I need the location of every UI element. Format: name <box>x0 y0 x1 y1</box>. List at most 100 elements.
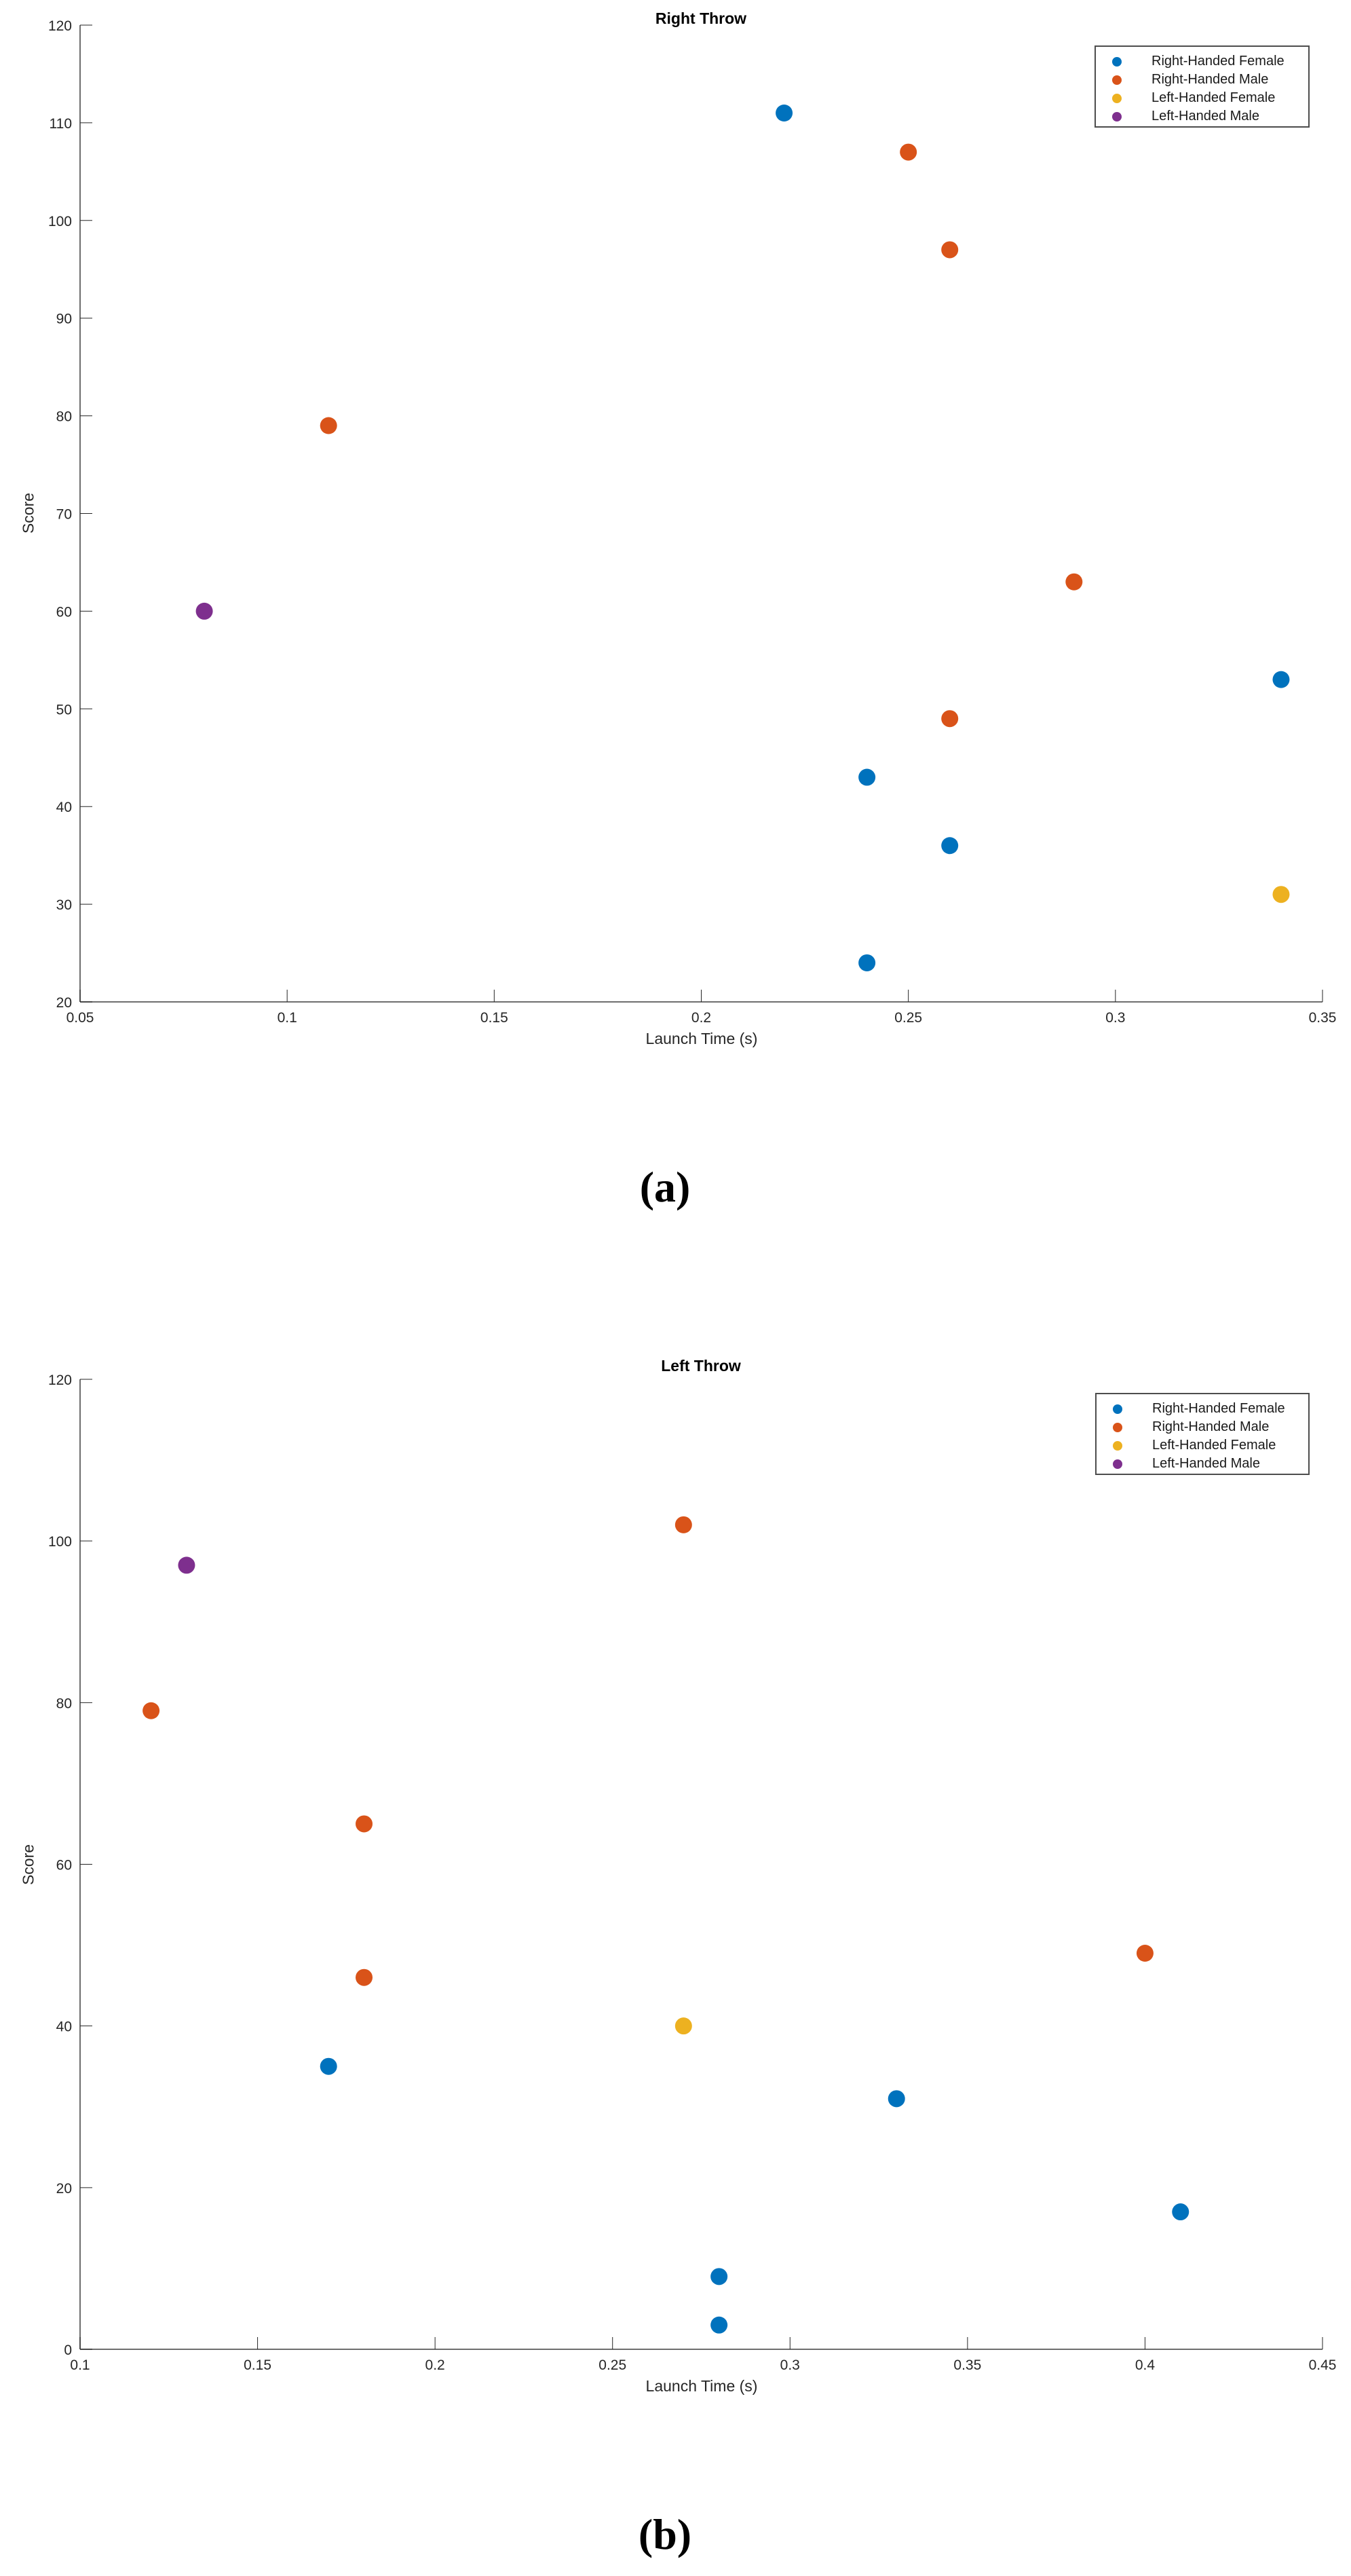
y-tick-label: 40 <box>56 800 72 815</box>
x-tick-label: 0.15 <box>244 2357 271 2373</box>
legend-label: Right-Handed Female <box>1152 54 1285 69</box>
legend-item: Left-Handed Male <box>1113 1455 1301 1473</box>
data-point <box>1272 886 1290 903</box>
x-tick-label: 0.05 <box>66 1010 94 1026</box>
y-tick-label: 90 <box>56 312 72 327</box>
data-point <box>195 602 213 620</box>
y-tick-label: 60 <box>56 604 72 620</box>
y-tick-label: 60 <box>56 1858 72 1873</box>
legend-label: Right-Handed Male <box>1152 1419 1270 1434</box>
y-tick-label: 30 <box>56 897 72 913</box>
x-axis-label: Launch Time (s) <box>645 2377 758 2395</box>
data-point <box>858 954 876 971</box>
data-point <box>858 768 876 786</box>
series-right-handed-female <box>320 2057 1190 2334</box>
y-tick-label: 120 <box>48 1373 72 1388</box>
x-tick-label: 0.1 <box>70 2357 90 2373</box>
x-tick-label: 0.3 <box>1105 1010 1125 1026</box>
x-tick-label: 0.2 <box>425 2357 445 2373</box>
panel-right-throw: Right Throw 20 30 40 50 60 70 80 90 100 110 120 0.0… <box>0 0 1351 1242</box>
data-point <box>888 2090 905 2108</box>
y-axis-label: Score <box>19 1844 37 1886</box>
data-point <box>1272 671 1290 688</box>
series-right-handed-male <box>142 1516 1154 1986</box>
x-tick-label: 0.2 <box>691 1010 711 1026</box>
data-point <box>178 1556 195 1574</box>
y-tick-label: 80 <box>56 1696 72 1711</box>
x-tick-label: 0.1 <box>278 1010 297 1026</box>
legend-item: Right-Handed Male <box>1113 1418 1301 1436</box>
legend-label: Left-Handed Female <box>1152 90 1276 105</box>
y-tick-label: 0 <box>64 2342 72 2358</box>
x-tick-label: 0.15 <box>480 1010 508 1026</box>
data-point <box>710 2316 728 2334</box>
y-tick-label: 120 <box>48 18 72 34</box>
data-point <box>776 105 793 122</box>
y-tick-label: 70 <box>56 507 72 523</box>
data-point <box>674 1516 692 1533</box>
data-point <box>900 143 917 161</box>
data-point <box>1172 2203 1190 2221</box>
legend-item: Left-Handed Female <box>1112 89 1301 107</box>
axes: 0 20 40 60 80 100 120 0.1 0.15 0.2 0.25 0.3 0.35 0.4 0… <box>48 1373 1336 2373</box>
circle-marker-icon <box>1113 1440 1122 1451</box>
y-tick-label: 80 <box>56 409 72 425</box>
data-point <box>710 2268 728 2285</box>
x-tick-label: 0.25 <box>598 2357 626 2373</box>
scatter-plot-left-throw: 0 20 40 60 80 100 120 0.1 0.15 0.2 0.25 0.3 0.35 0.4 0… <box>48 1373 1336 2373</box>
y-tick-label: 40 <box>56 2019 72 2035</box>
caption-text: (b) <box>638 2510 692 2558</box>
series-left-handed-female <box>1272 886 1290 903</box>
legend-item: Left-Handed Male <box>1112 107 1301 126</box>
figure-caption-a: (a) <box>640 1162 691 1212</box>
plot-title: Left Throw <box>661 1357 741 1375</box>
data-point <box>1136 1944 1154 1962</box>
data-point <box>941 241 959 259</box>
series-right-handed-female <box>776 105 1290 971</box>
legend-item: Right-Handed Female <box>1112 52 1301 71</box>
circle-marker-icon <box>1113 1459 1122 1469</box>
y-tick-label: 110 <box>50 116 72 132</box>
data-point <box>941 837 959 855</box>
x-tick-label: 0.45 <box>1309 2357 1337 2373</box>
y-tick-label: 100 <box>48 214 72 229</box>
y-tick-label: 50 <box>56 702 72 717</box>
legend: Right-Handed Female Right-Handed Male Le… <box>1095 45 1310 128</box>
legend-label: Left-Handed Male <box>1152 1456 1260 1471</box>
legend-item: Right-Handed Female <box>1113 1400 1301 1418</box>
plot-title: Right Throw <box>655 10 747 27</box>
legend-label: Left-Handed Female <box>1152 1438 1276 1453</box>
legend: Right-Handed Female Right-Handed Male Le… <box>1095 1393 1310 1475</box>
x-tick-label: 0.35 <box>953 2357 981 2373</box>
circle-marker-icon <box>1112 56 1122 67</box>
scatter-plot-right-throw: 20 30 40 50 60 70 80 90 100 110 120 0.05 0.1 0.15 0.2 0… <box>48 18 1336 1026</box>
caption-text: (a) <box>639 1163 691 1211</box>
data-point <box>356 1968 373 1986</box>
circle-marker-icon <box>1112 93 1122 103</box>
y-tick-label: 20 <box>56 2181 72 2197</box>
y-tick-label: 100 <box>48 1534 72 1550</box>
axes: 20 30 40 50 60 70 80 90 100 110 120 0.05 0.1 0.15 0.2 0… <box>48 18 1336 1026</box>
x-tick-label: 0.35 <box>1309 1010 1337 1026</box>
circle-marker-icon <box>1113 1422 1122 1432</box>
x-tick-label: 0.4 <box>1135 2357 1156 2373</box>
legend-label: Left-Handed Male <box>1152 109 1259 124</box>
legend-label: Right-Handed Female <box>1152 1401 1285 1416</box>
data-point <box>142 1702 160 1719</box>
data-point <box>320 2057 337 2075</box>
data-point <box>1065 573 1083 591</box>
x-axis-label: Launch Time (s) <box>645 1030 758 1047</box>
legend-item: Left-Handed Female <box>1113 1436 1301 1455</box>
circle-marker-icon <box>1112 111 1122 122</box>
legend-item: Right-Handed Male <box>1112 71 1301 89</box>
x-tick-label: 0.25 <box>894 1010 922 1026</box>
circle-marker-icon <box>1113 1404 1122 1414</box>
y-tick-label: 20 <box>56 995 72 1011</box>
figure-caption-b: (b) <box>639 2509 691 2560</box>
data-point <box>320 417 337 434</box>
series-left-handed-female <box>674 2017 692 2035</box>
data-point <box>941 710 959 728</box>
data-point <box>356 1815 373 1833</box>
circle-marker-icon <box>1112 75 1122 85</box>
